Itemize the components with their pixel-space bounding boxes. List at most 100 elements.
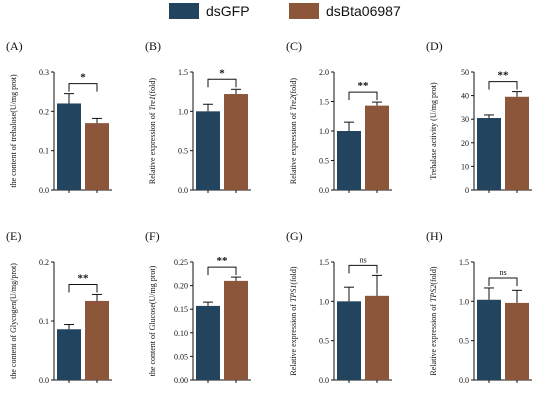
- y-axis-label: Relative expression of TPS1(fold): [289, 266, 298, 375]
- bar-dsbta06987: [85, 300, 109, 380]
- y-axis-label: Trehalase activity (U/mg prot): [429, 82, 438, 180]
- y-tick-label: 0.05: [174, 352, 188, 361]
- bar-dsgfp: [57, 329, 81, 380]
- y-tick-label: 0.0: [39, 376, 49, 385]
- significance-label: *: [219, 67, 225, 79]
- bar-dsbta06987: [365, 105, 389, 190]
- panel-label: (F): [145, 229, 160, 243]
- y-tick-label: 1.5: [319, 258, 329, 267]
- significance-bracket: [488, 277, 518, 286]
- bar-dsgfp: [57, 103, 81, 190]
- significance-label: *: [80, 72, 86, 84]
- significance-label: **: [78, 272, 90, 284]
- significance-bracket: [207, 78, 237, 88]
- significance-bracket: [68, 283, 98, 293]
- bar-dsgfp: [196, 111, 220, 190]
- y-tick-label: 0.2: [39, 107, 49, 116]
- significance-label: **: [498, 70, 510, 82]
- significance-bracket: [348, 91, 378, 101]
- y-axis-label: the content of trehalose(U/mg prot): [9, 74, 18, 188]
- bar-dsbta06987: [505, 96, 529, 190]
- y-tick-label: 0.15: [174, 305, 188, 314]
- significance-bracket: [348, 264, 378, 274]
- y-tick-label: 0.5: [319, 337, 329, 346]
- y-tick-label: 0.25: [174, 258, 188, 267]
- panel-3: (C) 0.0 0.5 1.0 1.5 2.0 ** Relative expression …: [286, 39, 392, 195]
- y-tick-label: 0.1: [39, 147, 49, 156]
- y-tick-label: 0.10: [174, 329, 188, 338]
- panel-label: (A): [6, 39, 23, 53]
- bar-dsbta06987: [365, 295, 389, 380]
- y-tick-label: 1.0: [319, 127, 329, 136]
- panel-8: (H) 0.0 0.5 1.0 1.5 ns Relative expression of …: [426, 229, 532, 385]
- y-tick-label: 2.0: [319, 68, 329, 77]
- y-tick-label: 0.0: [319, 186, 329, 195]
- legend-label-dsbta06987: dsBta06987: [326, 3, 401, 19]
- y-tick-label: 0.5: [459, 337, 469, 346]
- bar-dsgfp: [196, 305, 220, 380]
- panel-label: (G): [286, 229, 303, 243]
- y-tick-label: 0.00: [174, 376, 188, 385]
- y-tick-label: 0.5: [178, 147, 188, 156]
- legend-swatch-dsbta06987: [289, 3, 319, 19]
- panel-label: (D): [426, 39, 443, 53]
- y-tick-label: 20: [461, 139, 469, 148]
- panel-5: (E) 0.0 0.1 0.2 ** the content of Glycogen(U/…: [6, 229, 112, 385]
- y-tick-label: 1.0: [178, 107, 188, 116]
- y-tick-label: 1.5: [319, 98, 329, 107]
- panel-label: (H): [426, 229, 443, 243]
- bar-dsbta06987: [224, 280, 248, 380]
- y-tick-label: 0: [465, 186, 469, 195]
- significance-label: **: [217, 255, 229, 267]
- significance-bracket: [488, 81, 518, 90]
- y-tick-label: 0.1: [39, 317, 49, 326]
- y-tick-label: 0.0: [319, 376, 329, 385]
- bar-dsbta06987: [224, 94, 248, 190]
- y-tick-label: 40: [461, 92, 469, 101]
- y-tick-label: 0.0: [178, 186, 188, 195]
- y-axis-label: the content of Glycogen(U/mg/prot): [9, 263, 18, 379]
- y-tick-label: 1.0: [459, 297, 469, 306]
- y-axis-label: Relative expression of Tre2(fold): [289, 78, 298, 184]
- y-axis-label: the content of Glucose(U/mg prot): [148, 265, 157, 376]
- y-tick-label: 30: [461, 115, 469, 124]
- y-tick-label: 0.20: [174, 282, 188, 291]
- panel-label: (B): [145, 39, 161, 53]
- y-tick-label: 1.5: [459, 258, 469, 267]
- significance-label: **: [358, 80, 370, 92]
- panel-2: (B) 0.0 0.5 1.0 1.5 * Relative expression of T…: [145, 39, 251, 195]
- panel-4: (D) 0 10 20 30 40 50 ** Trehalase activity (U/mg…: [426, 39, 532, 195]
- panel-1: (A) 0.0 0.1 0.2 0.3 * the content of trehalose…: [6, 39, 112, 195]
- legend: dsGFP dsBta06987: [169, 3, 401, 19]
- y-tick-label: 0.5: [319, 157, 329, 166]
- y-tick-label: 0.3: [39, 68, 49, 77]
- significance-bracket: [207, 266, 237, 276]
- y-tick-label: 0.0: [39, 186, 49, 195]
- significance-bracket: [68, 83, 98, 92]
- bar-dsgfp: [337, 301, 361, 380]
- y-tick-label: 0.0: [459, 376, 469, 385]
- panel-label: (C): [286, 39, 302, 53]
- legend-label-dsgfp: dsGFP: [206, 3, 250, 19]
- bar-dsbta06987: [505, 302, 529, 380]
- y-tick-label: 0.2: [39, 258, 49, 267]
- significance-label: ns: [499, 268, 506, 277]
- panel-7: (G) 0.0 0.5 1.0 1.5 ns Relative expression of …: [286, 229, 392, 385]
- legend-swatch-dsgfp: [169, 3, 199, 19]
- significance-label: ns: [359, 255, 366, 264]
- y-tick-label: 50: [461, 68, 469, 77]
- bar-dsgfp: [477, 118, 501, 190]
- bar-dsbta06987: [85, 123, 109, 190]
- bar-dsgfp: [477, 299, 501, 380]
- panels: (A) 0.0 0.1 0.2 0.3 * the content of trehalose…: [6, 39, 532, 385]
- y-axis-label: Relative expression of Tre1(fold): [148, 78, 157, 184]
- panel-label: (E): [6, 229, 21, 243]
- panel-6: (F) 0.00 0.05 0.10 0.15 0.20 0.25 ** the content…: [145, 229, 251, 385]
- y-tick-label: 1.5: [178, 68, 188, 77]
- bar-dsgfp: [337, 131, 361, 190]
- y-axis-label: Relative expression of TPS2(fold): [429, 266, 438, 375]
- y-tick-label: 10: [461, 162, 469, 171]
- y-tick-label: 1.0: [319, 297, 329, 306]
